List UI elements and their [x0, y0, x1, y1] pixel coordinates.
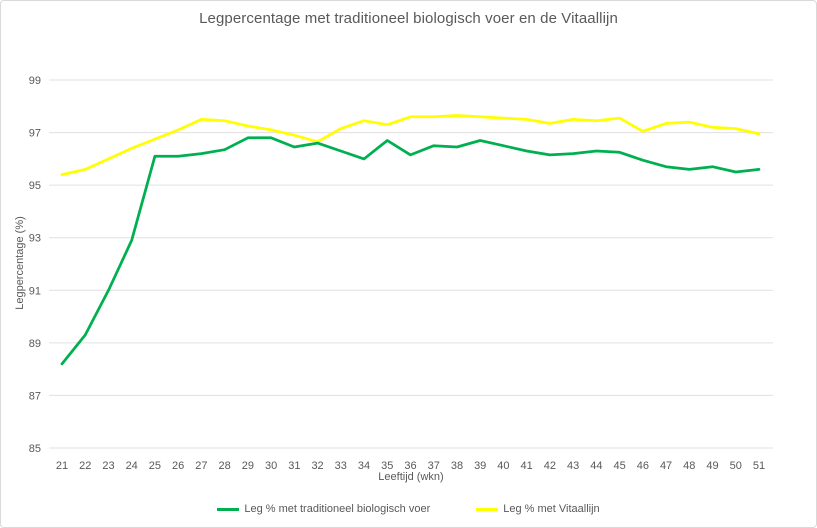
y-tick-label: 95 — [29, 180, 41, 192]
chart-title: Legpercentage met traditioneel biologisc… — [199, 10, 618, 27]
x-tick-label: 43 — [567, 460, 579, 472]
legend: Leg % met traditioneel biologisch voer L… — [1, 503, 816, 515]
x-tick-label: 24 — [126, 460, 138, 472]
x-tick-label: 27 — [195, 460, 207, 472]
x-tick-label: 36 — [404, 460, 416, 472]
y-tick-label: 85 — [29, 443, 41, 455]
y-axis-label: Legpercentage (%) — [14, 216, 26, 310]
y-tick-label: 89 — [29, 338, 41, 350]
x-tick-label: 38 — [451, 460, 463, 472]
x-tick-label: 51 — [753, 460, 765, 472]
y-tick-label: 91 — [29, 285, 41, 297]
y-tick-label: 87 — [29, 390, 41, 402]
series-line-vitaallijn — [60, 114, 761, 176]
x-tick-label: 49 — [706, 460, 718, 472]
x-tick-label: 40 — [497, 460, 509, 472]
x-tick-label: 45 — [613, 460, 625, 472]
legend-swatch-yellow-icon — [476, 507, 499, 511]
x-tick-label: 21 — [56, 460, 68, 472]
legend-swatch-green-icon — [217, 507, 240, 511]
x-tick-label: 44 — [590, 460, 602, 472]
x-tick-label: 31 — [288, 460, 300, 472]
x-tick-label: 48 — [683, 460, 695, 472]
legend-item-green: Leg % met traditioneel biologisch voer — [217, 503, 430, 515]
y-tick-label: 93 — [29, 233, 41, 245]
x-tick-label: 33 — [335, 460, 347, 472]
x-tick-label: 32 — [311, 460, 323, 472]
x-tick-label: 42 — [544, 460, 556, 472]
legend-label-green: Leg % met traditioneel biologisch voer — [244, 503, 431, 515]
legend-item-yellow: Leg % met Vitaallijn — [476, 503, 600, 515]
x-tick-label: 39 — [474, 460, 486, 472]
x-tick-label: 35 — [381, 460, 393, 472]
x-tick-label: 29 — [242, 460, 254, 472]
x-tick-label: 26 — [172, 460, 184, 472]
x-tick-label: 37 — [428, 460, 440, 472]
y-tick-label: 97 — [29, 128, 41, 140]
x-tick-label: 41 — [521, 460, 533, 472]
x-tick-label: 25 — [149, 460, 161, 472]
y-tick-label: 99 — [29, 75, 41, 87]
x-tick-label: 47 — [660, 460, 672, 472]
x-tick-label: 34 — [358, 460, 370, 472]
x-axis-label: Leeftijd (wkn) — [378, 471, 444, 483]
x-tick-label: 22 — [79, 460, 91, 472]
x-tick-label: 23 — [102, 460, 114, 472]
series-line-traditioneel — [60, 136, 761, 366]
legend-label-yellow: Leg % met Vitaallijn — [503, 503, 600, 515]
x-tick-label: 28 — [219, 460, 231, 472]
x-tick-label: 50 — [730, 460, 742, 472]
x-tick-label: 30 — [265, 460, 277, 472]
x-tick-label: 46 — [637, 460, 649, 472]
